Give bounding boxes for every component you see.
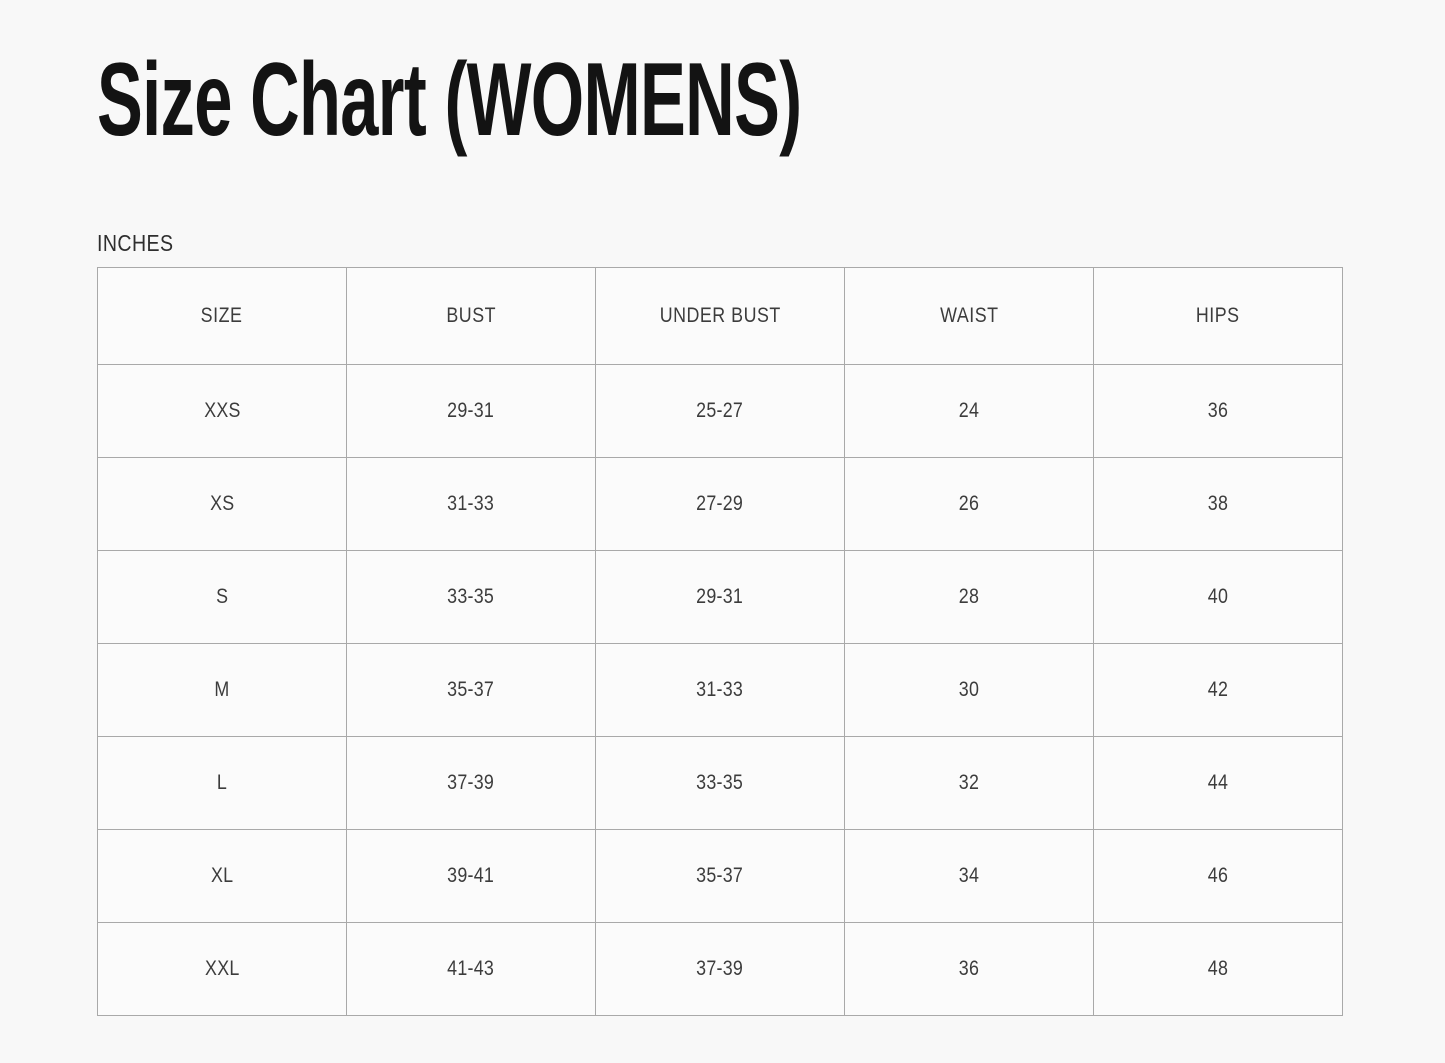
cell-bust: 33-35 xyxy=(346,550,596,645)
cell-text: 44 xyxy=(1207,771,1229,795)
cell-text: XS xyxy=(209,492,235,516)
cell-size: XS xyxy=(97,457,347,552)
table-header: SIZE BUST UNDER BUST WAIST HIPS xyxy=(97,267,1343,366)
cell-size: XL xyxy=(97,829,347,924)
cell-waist: 24 xyxy=(844,364,1094,459)
cell-size: XXS xyxy=(97,364,347,459)
table-row-s: S 33-35 29-31 28 40 xyxy=(97,550,1343,645)
cell-text: 36 xyxy=(958,957,980,981)
cell-waist: 32 xyxy=(844,736,1094,831)
cell-waist: 30 xyxy=(844,643,1094,738)
cell-under-bust: 35-37 xyxy=(595,829,845,924)
cell-text: 40 xyxy=(1207,585,1229,609)
cell-text: 42 xyxy=(1207,678,1229,702)
cell-hips: 46 xyxy=(1093,829,1343,924)
cell-text: XXS xyxy=(203,399,241,423)
page: Size Chart (WOMENS) INCHES SIZE BUST UND… xyxy=(97,42,1346,1017)
table-row-l: L 37-39 33-35 32 44 xyxy=(97,736,1343,831)
size-chart-table: SIZE BUST UNDER BUST WAIST HIPS XXS 29-3… xyxy=(97,267,1343,1017)
cell-text: L xyxy=(216,771,228,795)
header-row: SIZE BUST UNDER BUST WAIST HIPS xyxy=(97,267,1343,366)
cell-text: XL xyxy=(210,864,234,888)
cell-text: 33-35 xyxy=(447,585,495,609)
cell-waist: 36 xyxy=(844,922,1094,1017)
cell-text: 35-37 xyxy=(696,864,744,888)
cell-text: 35-37 xyxy=(447,678,495,702)
cell-text: 32 xyxy=(958,771,980,795)
cell-text: 36 xyxy=(1207,399,1229,423)
cell-under-bust: 31-33 xyxy=(595,643,845,738)
table-row-xs: XS 31-33 27-29 26 38 xyxy=(97,457,1343,552)
table-row-xl: XL 39-41 35-37 34 46 xyxy=(97,829,1343,924)
cell-bust: 37-39 xyxy=(346,736,596,831)
column-header-size: SIZE xyxy=(97,267,347,366)
column-header-bust: BUST xyxy=(346,267,596,366)
column-header-waist-text: WAIST xyxy=(939,304,999,328)
cell-text: 25-27 xyxy=(696,399,744,423)
cell-text: 37-39 xyxy=(696,957,744,981)
cell-text: 24 xyxy=(958,399,980,423)
column-header-size-text: SIZE xyxy=(201,304,243,328)
cell-text: 39-41 xyxy=(447,864,495,888)
cell-text: 29-31 xyxy=(696,585,744,609)
table-row-m: M 35-37 31-33 30 42 xyxy=(97,643,1343,738)
cell-under-bust: 37-39 xyxy=(595,922,845,1017)
cell-hips: 44 xyxy=(1093,736,1343,831)
cell-size: XXL xyxy=(97,922,347,1017)
table-row-xxs: XXS 29-31 25-27 24 36 xyxy=(97,364,1343,459)
cell-bust: 31-33 xyxy=(346,457,596,552)
table-body: XXS 29-31 25-27 24 36 XS 31-33 27-29 26 … xyxy=(97,364,1343,1017)
cell-text: XXL xyxy=(204,957,240,981)
cell-size: S xyxy=(97,550,347,645)
cell-text: 34 xyxy=(958,864,980,888)
cell-bust: 41-43 xyxy=(346,922,596,1017)
cell-bust: 39-41 xyxy=(346,829,596,924)
cell-waist: 34 xyxy=(844,829,1094,924)
cell-text: 46 xyxy=(1207,864,1229,888)
column-header-bust-text: BUST xyxy=(446,304,496,328)
cell-text: 26 xyxy=(958,492,980,516)
cell-hips: 36 xyxy=(1093,364,1343,459)
cell-under-bust: 29-31 xyxy=(595,550,845,645)
cell-waist: 26 xyxy=(844,457,1094,552)
cell-under-bust: 33-35 xyxy=(595,736,845,831)
column-header-under-bust: UNDER BUST xyxy=(595,267,845,366)
cell-bust: 35-37 xyxy=(346,643,596,738)
column-header-hips-text: HIPS xyxy=(1196,304,1240,328)
cell-text: 37-39 xyxy=(447,771,495,795)
page-title-text: Size Chart (WOMENS) xyxy=(97,42,802,158)
cell-text: 33-35 xyxy=(696,771,744,795)
cell-under-bust: 25-27 xyxy=(595,364,845,459)
cell-text: 30 xyxy=(958,678,980,702)
cell-waist: 28 xyxy=(844,550,1094,645)
cell-text: 38 xyxy=(1207,492,1229,516)
cell-text: 28 xyxy=(958,585,980,609)
cell-size: L xyxy=(97,736,347,831)
page-title: Size Chart (WOMENS) xyxy=(97,42,1346,158)
cell-text: 27-29 xyxy=(696,492,744,516)
units-label-text: INCHES xyxy=(97,230,174,257)
cell-hips: 40 xyxy=(1093,550,1343,645)
cell-hips: 38 xyxy=(1093,457,1343,552)
cell-text: 31-33 xyxy=(447,492,495,516)
cell-hips: 48 xyxy=(1093,922,1343,1017)
cell-text: M xyxy=(214,678,230,702)
cell-text: S xyxy=(215,585,229,609)
cell-text: 29-31 xyxy=(447,399,495,423)
column-header-waist: WAIST xyxy=(844,267,1094,366)
column-header-hips: HIPS xyxy=(1093,267,1343,366)
cell-under-bust: 27-29 xyxy=(595,457,845,552)
cell-bust: 29-31 xyxy=(346,364,596,459)
cell-text: 31-33 xyxy=(696,678,744,702)
cell-size: M xyxy=(97,643,347,738)
cell-hips: 42 xyxy=(1093,643,1343,738)
cell-text: 48 xyxy=(1207,957,1229,981)
column-header-under-bust-text: UNDER BUST xyxy=(659,304,781,328)
units-label: INCHES xyxy=(97,230,1346,257)
cell-text: 41-43 xyxy=(447,957,495,981)
table-row-xxl: XXL 41-43 37-39 36 48 xyxy=(97,922,1343,1017)
